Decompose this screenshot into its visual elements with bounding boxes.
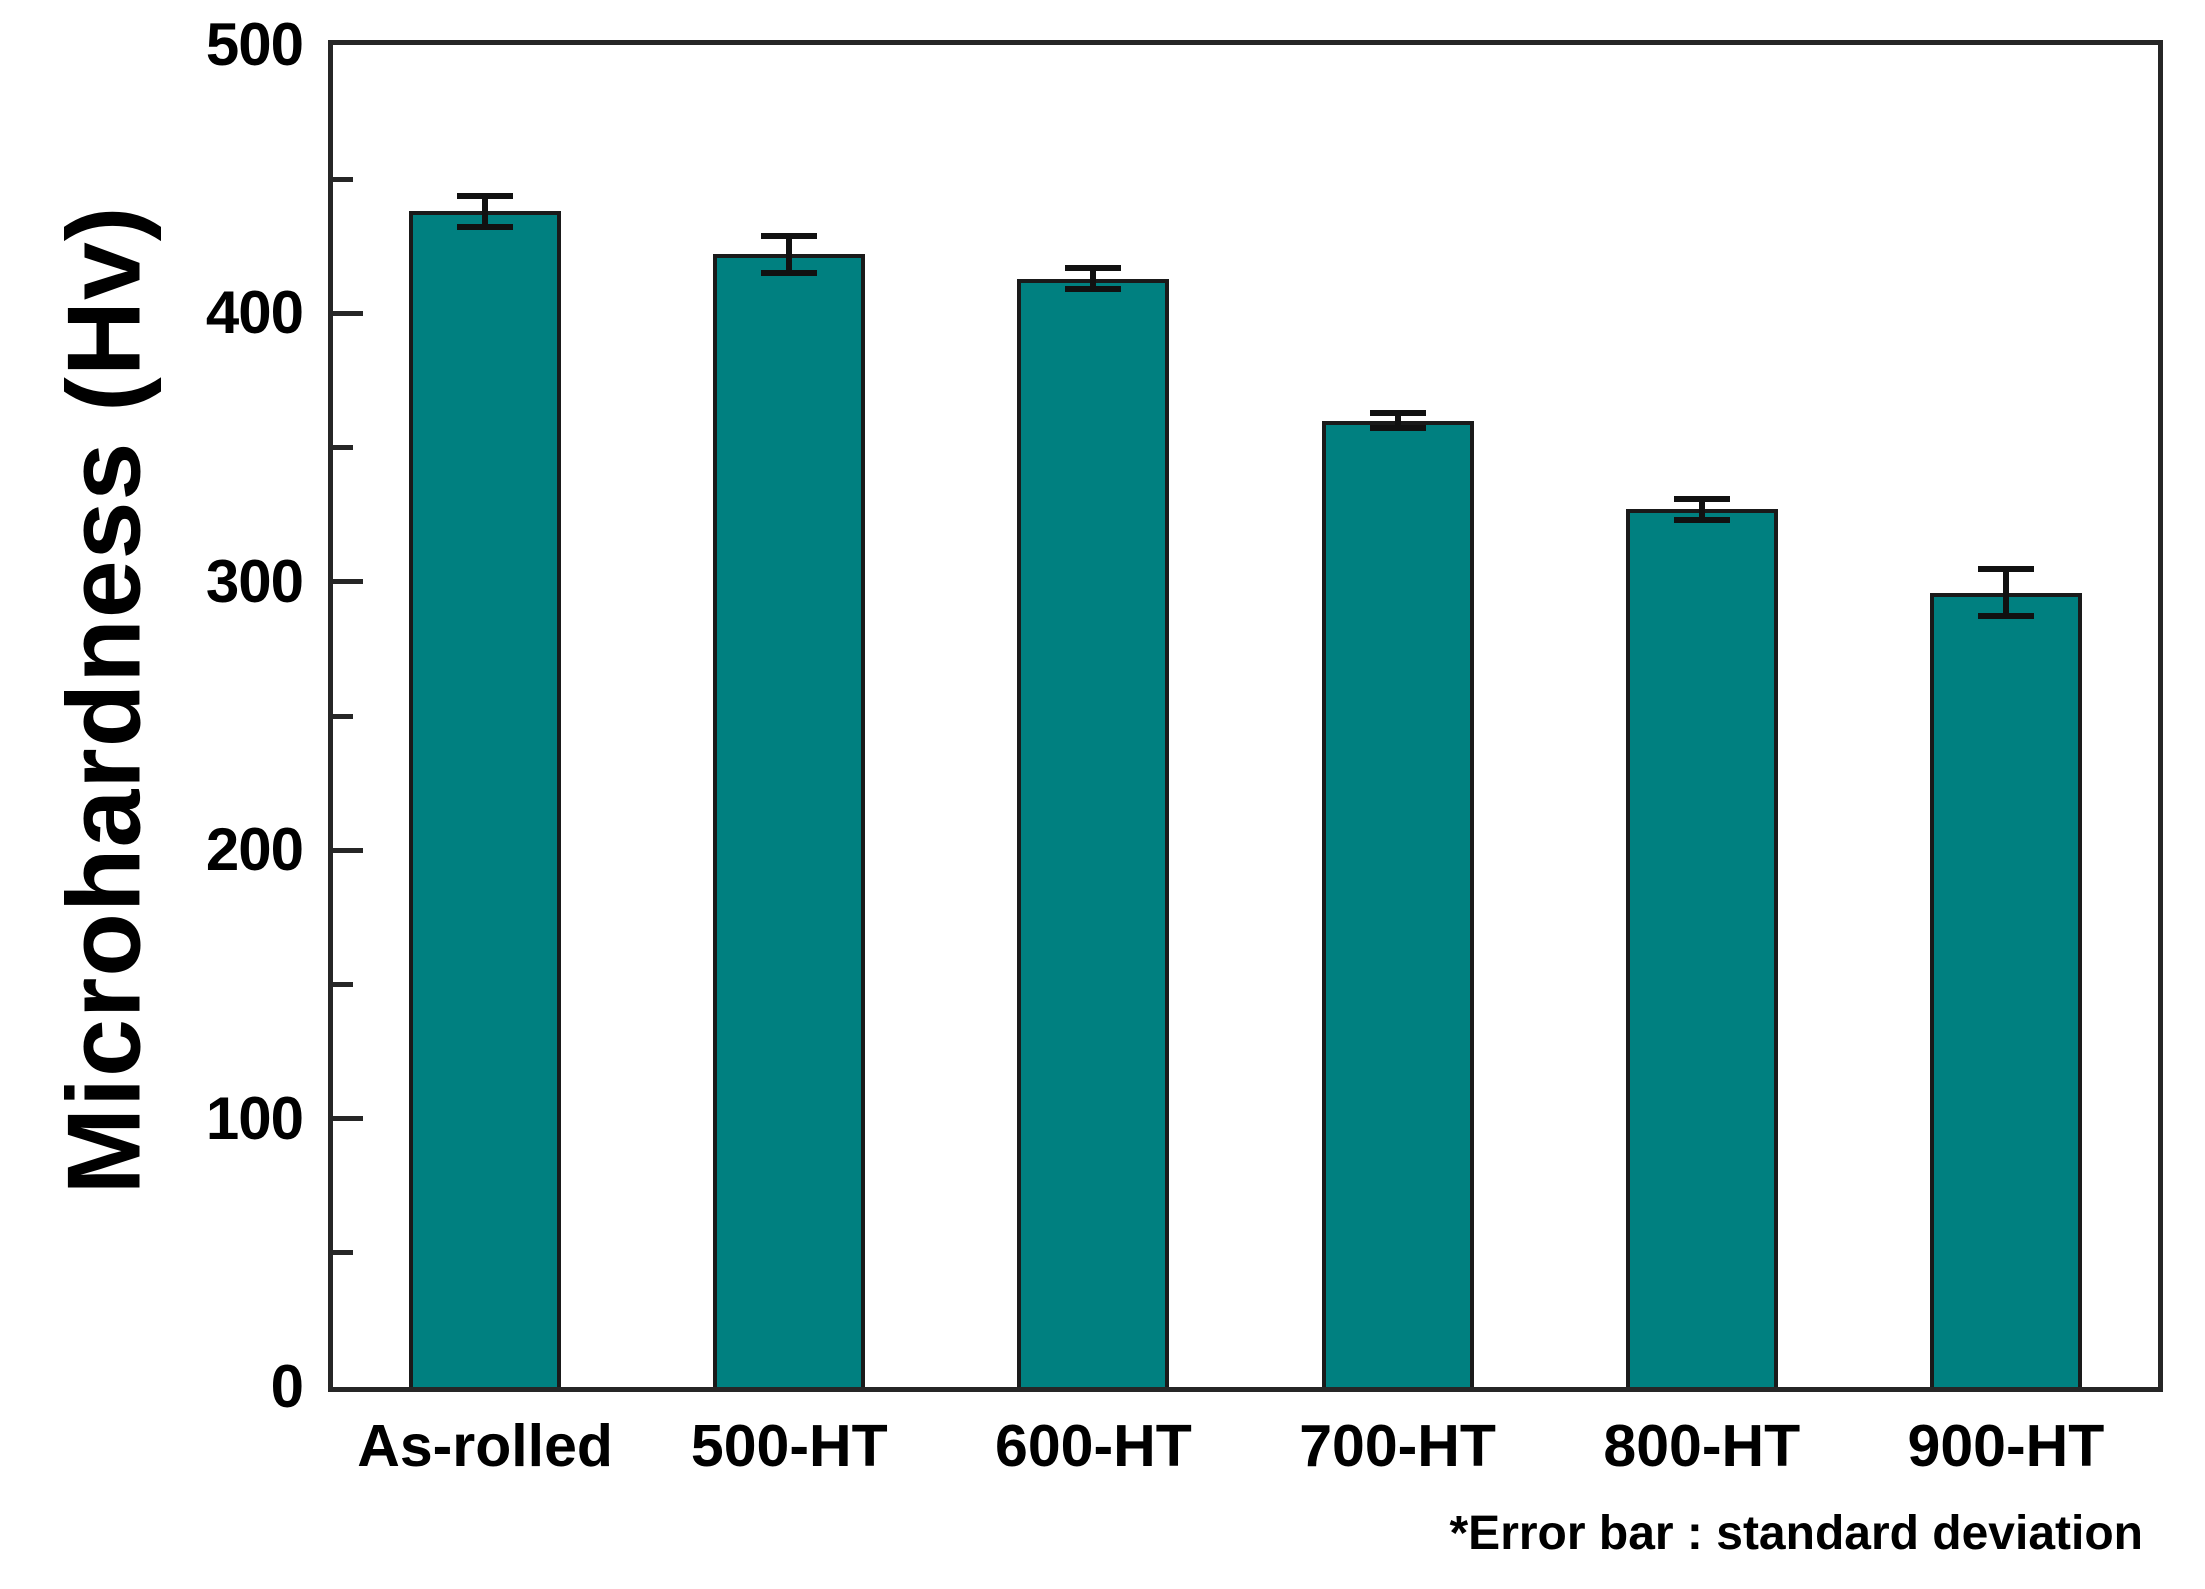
y-tick-label: 0 bbox=[270, 1353, 304, 1420]
error-bar-800-ht bbox=[1673, 495, 1730, 523]
bar-600-ht bbox=[1017, 278, 1170, 1387]
error-bar-stem bbox=[1698, 495, 1705, 523]
error-bar-cap-bottom bbox=[1977, 613, 2034, 620]
error-bar-cap-bottom bbox=[457, 224, 514, 231]
error-bar-cap-top bbox=[1977, 565, 2034, 572]
y-tick-mark bbox=[333, 445, 353, 451]
bar-800-ht bbox=[1625, 509, 1778, 1387]
x-tick-label-500-ht: 500-HT bbox=[690, 1413, 888, 1479]
y-tick-mark bbox=[333, 1116, 363, 1122]
y-tick-label: 200 bbox=[205, 816, 304, 884]
bar-900-ht bbox=[1929, 592, 2082, 1387]
bar-700-ht bbox=[1321, 420, 1474, 1387]
error-bar-stem bbox=[482, 192, 489, 231]
y-axis-title: Microhardness (Hv) bbox=[46, 205, 163, 1195]
error-bar-500-ht bbox=[761, 232, 818, 276]
y-tick-mark bbox=[333, 981, 353, 987]
error-bar-cap-top bbox=[1369, 410, 1426, 417]
bar-500-ht bbox=[713, 254, 866, 1387]
error-bar-cap-bottom bbox=[761, 269, 818, 276]
y-tick-mark bbox=[333, 713, 353, 719]
y-tick-label: 300 bbox=[205, 547, 304, 615]
y-tick-mark bbox=[333, 310, 363, 316]
error-bar-cap-top bbox=[1673, 495, 1730, 502]
error-bar-stem bbox=[1090, 265, 1097, 292]
error-bar-cap-top bbox=[457, 192, 514, 199]
error-bar-900-ht bbox=[1977, 565, 2034, 620]
error-bar-cap-bottom bbox=[1065, 285, 1122, 292]
plot-area bbox=[328, 40, 2163, 1392]
error-bar-as-rolled bbox=[457, 192, 514, 231]
error-bar-cap-top bbox=[1065, 265, 1122, 272]
error-bar-cap-bottom bbox=[1369, 425, 1426, 432]
error-bar-600-ht bbox=[1065, 265, 1122, 292]
error-bar-stem bbox=[786, 232, 793, 276]
y-tick-label: 400 bbox=[205, 279, 304, 347]
y-tick-mark bbox=[333, 579, 363, 585]
x-tick-label-700-ht: 700-HT bbox=[1299, 1413, 1496, 1479]
y-tick-mark bbox=[333, 176, 353, 182]
error-bar-700-ht bbox=[1369, 410, 1426, 432]
error-bar-stem bbox=[2002, 565, 2009, 620]
x-tick-label-600-ht: 600-HT bbox=[995, 1413, 1192, 1479]
error-bar-cap-top bbox=[761, 232, 818, 239]
error-bar-stem bbox=[1394, 410, 1401, 432]
x-tick-label-as-rolled: As-rolled bbox=[357, 1413, 613, 1479]
error-bar-footnote: *Error bar : standard deviation bbox=[1449, 1507, 2144, 1560]
y-tick-label: 500 bbox=[205, 11, 304, 78]
x-tick-label-900-ht: 900-HT bbox=[1907, 1413, 2105, 1479]
error-bar-cap-bottom bbox=[1673, 516, 1730, 523]
x-tick-label-800-ht: 800-HT bbox=[1603, 1413, 1801, 1479]
y-tick-mark bbox=[333, 847, 363, 853]
bar-as-rolled bbox=[409, 211, 562, 1387]
y-tick-label: 100 bbox=[205, 1084, 304, 1152]
y-tick-mark bbox=[333, 1250, 353, 1256]
